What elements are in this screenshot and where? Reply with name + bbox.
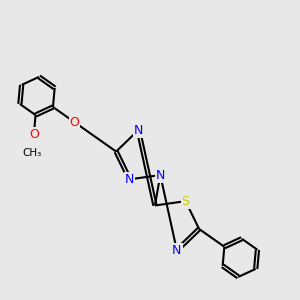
Text: N: N bbox=[156, 169, 165, 182]
Text: O: O bbox=[70, 116, 80, 129]
Text: S: S bbox=[182, 195, 190, 208]
Text: N: N bbox=[134, 124, 143, 136]
Text: O: O bbox=[29, 128, 39, 141]
Text: N: N bbox=[172, 244, 182, 257]
Text: N: N bbox=[125, 173, 134, 186]
Text: CH₃: CH₃ bbox=[22, 148, 42, 158]
